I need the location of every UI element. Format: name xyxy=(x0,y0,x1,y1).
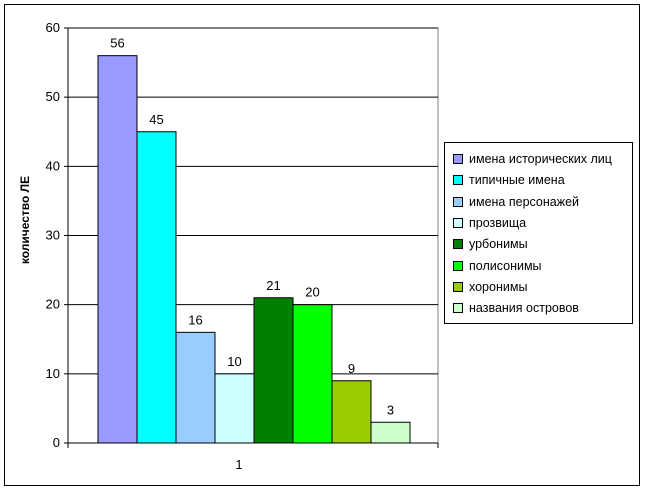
legend-swatch xyxy=(453,260,463,271)
data-label-7: 9 xyxy=(348,361,355,376)
bar-5 xyxy=(253,297,294,444)
legend-label: имена персонажей xyxy=(469,194,580,209)
legend-item-6: полисонимы xyxy=(453,257,542,275)
legend-swatch xyxy=(453,303,463,314)
y-tick-label: 60 xyxy=(46,20,60,35)
legend: имена исторических лиц типичные имена имен… xyxy=(444,142,633,324)
y-tick-label: 20 xyxy=(46,297,60,312)
y-tick-label: 50 xyxy=(46,89,60,104)
data-label-2: 45 xyxy=(149,112,163,127)
data-label-3: 16 xyxy=(188,312,202,327)
x-tick-label: 1 xyxy=(235,457,242,472)
legend-swatch xyxy=(453,175,463,186)
bar-4 xyxy=(214,373,255,444)
data-label-1: 56 xyxy=(110,36,124,51)
axes: 0 10 20 30 40 50 60 1 xyxy=(46,20,439,472)
legend-swatch xyxy=(453,154,463,164)
legend-swatch xyxy=(453,217,463,228)
legend-item-2: типичные имена xyxy=(453,171,565,189)
bar-3 xyxy=(175,331,216,444)
legend-item-8: названия островов xyxy=(453,299,579,317)
legend-label: урбонимы xyxy=(469,237,528,252)
legend-item-5: урбонимы xyxy=(453,235,528,253)
legend-item-4: прозвища xyxy=(453,214,526,232)
y-tick-label: 0 xyxy=(53,435,60,450)
bar-1 xyxy=(97,55,138,444)
y-tick-label: 10 xyxy=(46,366,60,381)
data-label-6: 20 xyxy=(305,285,319,300)
legend-swatch xyxy=(453,281,463,292)
data-labels: 56 45 16 10 21 20 9 3 xyxy=(110,36,394,418)
y-tick-label: 30 xyxy=(46,228,60,243)
legend-swatch xyxy=(453,196,463,207)
bar-2 xyxy=(136,131,177,444)
bar-7 xyxy=(331,380,372,444)
legend-item-3: имена персонажей xyxy=(453,193,579,211)
bar-8 xyxy=(370,421,411,444)
legend-label: полисонимы xyxy=(469,258,542,273)
legend-label: хоронимы xyxy=(469,279,528,294)
legend-swatch xyxy=(453,239,463,250)
data-label-4: 10 xyxy=(227,354,241,369)
legend-item-7: хоронимы xyxy=(453,278,527,296)
legend-item-1: имена исторических лиц xyxy=(453,150,612,168)
legend-label: прозвища xyxy=(469,215,527,230)
legend-label: типичные имена xyxy=(469,173,565,188)
legend-label: имена исторических лиц xyxy=(469,152,612,166)
y-tick-label: 40 xyxy=(46,158,60,173)
legend-label: названия островов xyxy=(469,301,579,316)
bar-6 xyxy=(292,304,333,444)
y-axis-label: количество ЛЕ xyxy=(18,175,32,265)
bars xyxy=(97,55,411,444)
data-label-8: 3 xyxy=(387,402,394,417)
data-label-5: 21 xyxy=(266,278,280,293)
